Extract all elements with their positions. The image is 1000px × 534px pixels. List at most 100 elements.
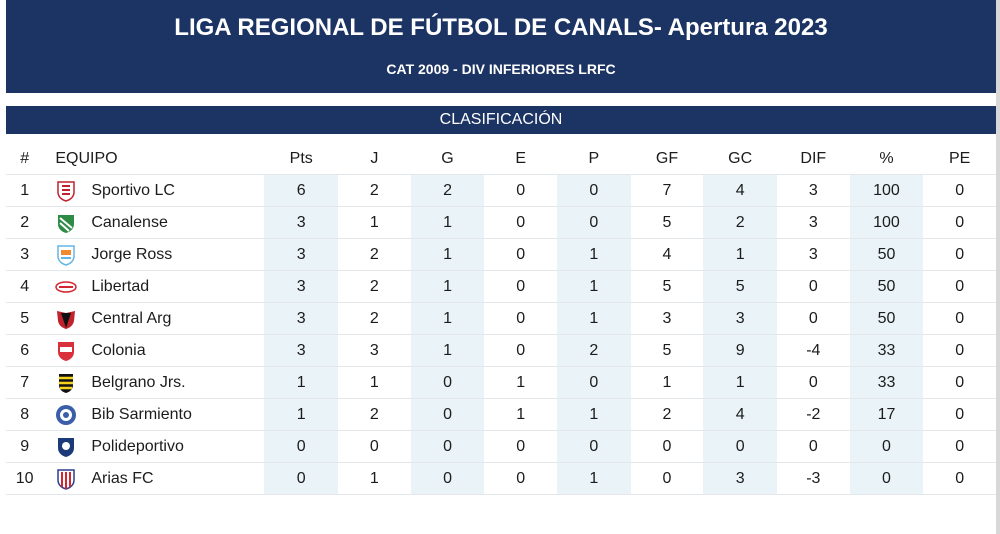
col-header-gc: GC xyxy=(728,149,753,167)
p-cell: 1 xyxy=(557,302,631,335)
table-row: 6 Colonia 3 3 1 0 2 5 9 -4 33 0 xyxy=(6,334,996,367)
col-header-pts: Pts xyxy=(289,149,313,167)
libertad-crest-icon xyxy=(55,276,78,298)
position-cell: 3 xyxy=(6,238,44,271)
gc-cell: 0 xyxy=(703,430,777,463)
col-header-j: J xyxy=(370,149,379,167)
pct-cell: 0 xyxy=(849,430,924,463)
gc-cell: 1 xyxy=(703,238,777,271)
table-row: 3 Jorge Ross 3 2 1 0 1 4 1 3 50 0 xyxy=(6,238,996,271)
e-cell: 0 xyxy=(484,238,557,271)
j-cell: 2 xyxy=(338,398,411,431)
gf-cell: 7 xyxy=(630,174,704,207)
j-cell: 0 xyxy=(338,430,411,463)
table-row: 8 Bib Sarmiento 1 2 0 1 1 2 4 -2 17 0 xyxy=(6,398,996,431)
pts-cell: 0 xyxy=(264,462,339,495)
pts-cell: 3 xyxy=(264,238,339,271)
team-name: Arias FC xyxy=(91,469,154,487)
p-cell: 0 xyxy=(557,366,631,399)
g-cell: 1 xyxy=(410,206,485,239)
team-cell: Arias FC xyxy=(43,462,265,495)
central-arg-crest-icon xyxy=(55,308,77,330)
dif-cell: 3 xyxy=(776,174,850,207)
dif-cell: -2 xyxy=(776,398,850,431)
j-cell: 1 xyxy=(338,462,411,495)
team-cell: Canalense xyxy=(43,206,265,239)
e-cell: 0 xyxy=(484,334,557,367)
table-row: 4 Libertad 3 2 1 0 1 5 5 0 50 0 xyxy=(6,270,996,303)
j-cell: 1 xyxy=(338,206,411,239)
g-cell: 0 xyxy=(410,462,485,495)
position-cell: 9 xyxy=(6,430,44,463)
page-header: LIGA REGIONAL DE FÚTBOL DE CANALS- Apert… xyxy=(6,0,996,93)
pct-cell: 100 xyxy=(849,174,924,207)
pct-cell: 50 xyxy=(849,270,924,303)
pct-cell: 100 xyxy=(849,206,924,239)
j-cell: 1 xyxy=(338,366,411,399)
pe-cell: 0 xyxy=(923,302,996,335)
dif-cell: 0 xyxy=(776,270,850,303)
pe-cell: 0 xyxy=(923,430,996,463)
gf-cell: 5 xyxy=(630,270,704,303)
team-cell: Colonia xyxy=(43,334,265,367)
gf-cell: 4 xyxy=(630,238,704,271)
e-cell: 0 xyxy=(484,462,557,495)
pe-cell: 0 xyxy=(923,174,996,207)
arias-fc-crest-icon xyxy=(55,468,77,490)
pct-cell: 0 xyxy=(849,462,924,495)
gf-cell: 5 xyxy=(630,334,704,367)
pts-cell: 1 xyxy=(264,366,339,399)
gf-cell: 0 xyxy=(630,430,704,463)
p-cell: 1 xyxy=(557,462,631,495)
sportivo-lc-crest-icon xyxy=(55,180,77,202)
page-subtitle: CAT 2009 - DIV INFERIORES LRFC xyxy=(386,61,616,77)
gc-cell: 3 xyxy=(703,302,777,335)
team-cell: Central Arg xyxy=(43,302,265,335)
gc-cell: 5 xyxy=(703,270,777,303)
team-name: Canalense xyxy=(91,213,168,231)
pe-cell: 0 xyxy=(923,334,996,367)
team-cell: Bib Sarmiento xyxy=(43,398,265,431)
g-cell: 1 xyxy=(410,270,485,303)
team-name: Polideportivo xyxy=(91,437,184,455)
pct-cell: 17 xyxy=(849,398,924,431)
team-name: Central Arg xyxy=(91,309,172,327)
dif-cell: 0 xyxy=(776,366,850,399)
col-header-gf: GF xyxy=(655,149,679,167)
j-cell: 3 xyxy=(338,334,411,367)
gc-cell: 9 xyxy=(703,334,777,367)
pct-cell: 50 xyxy=(849,302,924,335)
colonia-crest-icon xyxy=(55,340,77,362)
team-cell: Polideportivo xyxy=(43,430,265,463)
col-header-pct: % xyxy=(879,149,894,167)
e-cell: 0 xyxy=(484,174,557,207)
gc-cell: 4 xyxy=(703,174,777,207)
p-cell: 1 xyxy=(557,270,631,303)
standings-table: # EQUIPO Pts J G E P GF GC DIF % PE 1 Spo… xyxy=(6,143,996,495)
dif-cell: 0 xyxy=(776,302,850,335)
pe-cell: 0 xyxy=(923,238,996,271)
table-row: 2 Canalense 3 1 1 0 0 5 2 3 100 0 xyxy=(6,206,996,239)
gf-cell: 0 xyxy=(630,462,704,495)
pe-cell: 0 xyxy=(923,206,996,239)
position-cell: 2 xyxy=(6,206,44,239)
dif-cell: 3 xyxy=(776,238,850,271)
jorge-ross-crest-icon xyxy=(55,244,77,266)
pe-cell: 0 xyxy=(923,398,996,431)
gf-cell: 2 xyxy=(630,398,704,431)
pts-cell: 6 xyxy=(264,174,339,207)
g-cell: 0 xyxy=(410,430,485,463)
position-cell: 8 xyxy=(6,398,44,431)
p-cell: 0 xyxy=(557,174,631,207)
section-title: CLASIFICACIÓN xyxy=(6,106,996,134)
e-cell: 0 xyxy=(484,430,557,463)
position-cell: 7 xyxy=(6,366,44,399)
e-cell: 1 xyxy=(484,398,557,431)
gf-cell: 3 xyxy=(630,302,704,335)
position-cell: 5 xyxy=(6,302,44,335)
gf-cell: 5 xyxy=(630,206,704,239)
pe-cell: 0 xyxy=(923,366,996,399)
standings-body: 1 Sportivo LC 6 2 2 0 0 7 4 3 100 0 2 Canalense 3 1 1 0 0 5… xyxy=(6,174,996,495)
col-header-position: # xyxy=(20,149,30,167)
col-header-e: E xyxy=(515,149,527,167)
